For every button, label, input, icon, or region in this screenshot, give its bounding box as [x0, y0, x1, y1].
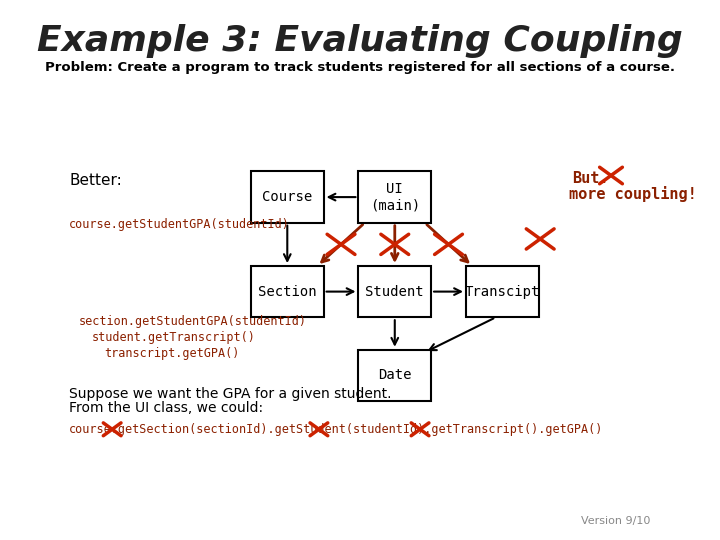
Text: course.getStudentGPA(studentId): course.getStudentGPA(studentId) [69, 218, 290, 231]
Bar [251, 172, 324, 222]
FancyBboxPatch shape [39, 0, 681, 540]
Text: transcript.getGPA(): transcript.getGPA() [104, 347, 239, 360]
Text: Version 9/10: Version 9/10 [582, 516, 651, 526]
Text: Problem: Create a program to track students registered for all sections of a cou: Problem: Create a program to track stude… [45, 61, 675, 74]
Text: section.getStudentGPA(studentId): section.getStudentGPA(studentId) [78, 315, 307, 328]
Text: Better:: Better: [69, 173, 122, 188]
Text: Date: Date [378, 368, 412, 382]
Bar [359, 350, 431, 401]
Text: UI
(main): UI (main) [369, 182, 420, 212]
Text: more coupling!: more coupling! [569, 186, 696, 202]
Text: Transcipt: Transcipt [464, 285, 540, 299]
Text: From the UI class, we could:: From the UI class, we could: [69, 401, 264, 415]
Text: Suppose we want the GPA for a given student.: Suppose we want the GPA for a given stud… [69, 387, 392, 401]
Text: student.getTranscript(): student.getTranscript() [91, 331, 255, 344]
Text: Example 3: Evaluating Coupling: Example 3: Evaluating Coupling [37, 24, 683, 57]
Text: course.getSection(sectionId).getStudent(studentId).getTranscript().getGPA(): course.getSection(sectionId).getStudent(… [69, 423, 603, 436]
Bar [251, 266, 324, 317]
Bar [359, 266, 431, 317]
Bar [466, 266, 539, 317]
Text: Section: Section [258, 285, 317, 299]
Text: But.: But. [572, 171, 608, 186]
Bar [359, 172, 431, 222]
Text: Course: Course [262, 190, 312, 204]
Text: Student: Student [366, 285, 424, 299]
